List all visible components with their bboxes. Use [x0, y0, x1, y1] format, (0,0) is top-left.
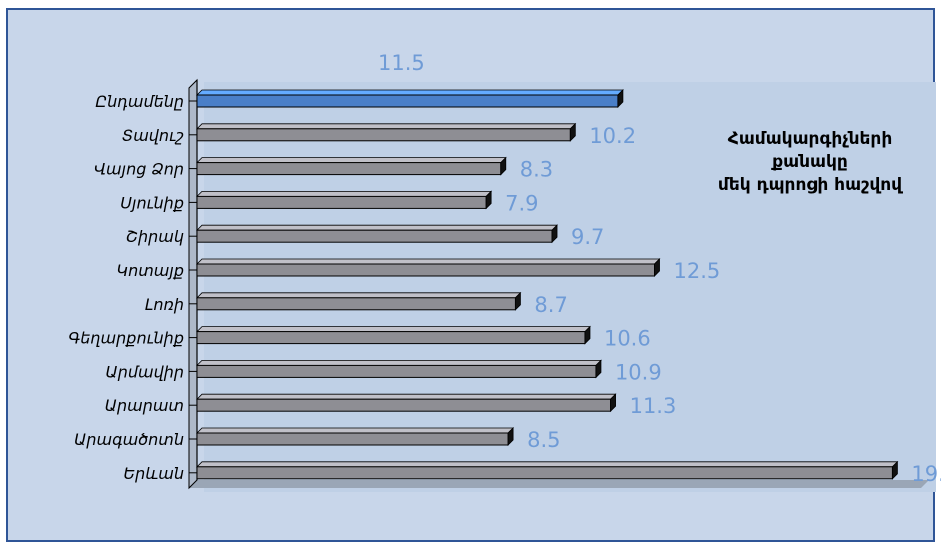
- bar-top: [196, 157, 507, 164]
- value-label: 19.0: [911, 462, 941, 486]
- bar: [196, 94, 619, 108]
- value-label: 7.9: [505, 191, 538, 215]
- bar: [196, 195, 487, 209]
- bar-side: [892, 460, 898, 480]
- category-label: Արարատ: [105, 396, 184, 415]
- value-label: 12.5: [674, 259, 721, 283]
- bar-top: [196, 326, 591, 333]
- bar-side: [507, 427, 514, 446]
- bar-side: [500, 156, 507, 176]
- bar-top: [196, 393, 617, 400]
- bar: [196, 263, 655, 277]
- bar-side: [610, 393, 616, 413]
- category-label: Լոռի: [145, 295, 184, 314]
- bar: [196, 398, 612, 412]
- bar-top: [196, 292, 522, 299]
- bar-side: [485, 190, 492, 210]
- bar: [196, 128, 571, 142]
- bar: [196, 297, 516, 311]
- bar-top: [196, 190, 493, 197]
- bar-side: [515, 291, 521, 311]
- value-label: 11.5: [378, 51, 425, 75]
- category-label: Գեղարքունիք: [68, 329, 184, 348]
- annotation-line-1: Համակարգիչների: [727, 129, 893, 149]
- category-label: Արագածոտն: [74, 430, 184, 449]
- value-label: 8.3: [520, 158, 553, 182]
- y-axis-wall: [188, 78, 198, 490]
- annotation-line-3: մեկ դպրոցի հաշվով: [717, 175, 903, 195]
- category-label: Արմավիր: [105, 362, 184, 381]
- bar-top: [196, 224, 558, 231]
- category-label: Շիրակ: [126, 227, 184, 246]
- bar: [196, 432, 509, 446]
- bar-side: [654, 258, 660, 277]
- bar-side: [595, 359, 602, 379]
- category-label: Տավուշ: [122, 126, 184, 145]
- bar-side: [569, 122, 576, 142]
- category-label: Ընդամենը: [95, 92, 184, 111]
- chart-floor: [189, 480, 929, 488]
- bar-top: [196, 461, 899, 468]
- value-label: 11.3: [630, 394, 677, 418]
- category-label: Երևան: [123, 464, 184, 483]
- bar-top: [196, 89, 624, 96]
- bar: [196, 162, 502, 176]
- plot-area: [204, 82, 936, 492]
- bar: [196, 364, 597, 378]
- bar-top: [196, 258, 661, 265]
- bar: [196, 466, 893, 480]
- bar: [196, 331, 586, 345]
- value-label: 8.5: [527, 428, 560, 452]
- value-label: 9.7: [571, 225, 604, 249]
- value-label: 10.6: [604, 327, 651, 351]
- bar-top: [196, 427, 515, 434]
- category-label: Կոտայք: [116, 261, 184, 280]
- chart-annotation: Համակարգիչների քանակը մեկ դպրոցի հաշվով: [690, 128, 930, 197]
- bar-side: [617, 89, 624, 108]
- bar: [196, 229, 553, 243]
- bar-top: [196, 359, 602, 366]
- value-label: 8.7: [534, 293, 567, 317]
- bar-side: [551, 224, 558, 244]
- category-label: Վայոց Ձոր: [94, 160, 184, 179]
- value-label: 10.2: [589, 124, 636, 148]
- annotation-line-2: քանակը: [772, 152, 848, 172]
- bar-side: [584, 325, 591, 345]
- category-label: Սյունիք: [120, 193, 184, 212]
- bar-top: [196, 123, 577, 130]
- value-label: 10.9: [615, 360, 662, 384]
